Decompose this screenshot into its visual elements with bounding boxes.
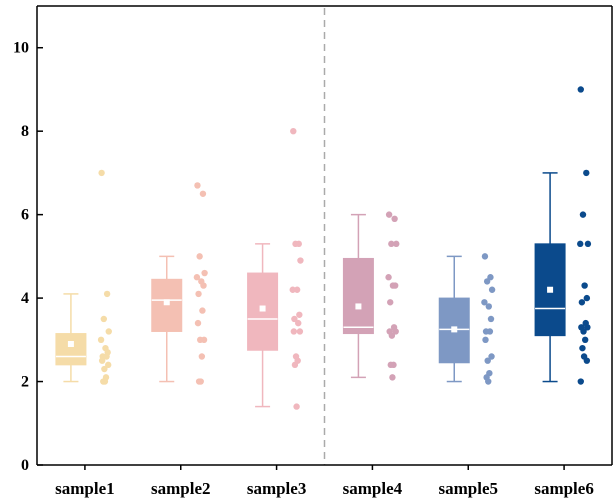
data-point <box>97 336 105 344</box>
data-point <box>200 282 207 289</box>
data-point <box>391 215 398 223</box>
data-point <box>584 324 591 331</box>
data-point <box>579 211 587 218</box>
y-tick-label: 6 <box>21 207 29 224</box>
data-point <box>583 294 591 302</box>
data-point <box>483 278 491 285</box>
y-tick-label: 10 <box>13 40 29 57</box>
data-point <box>583 169 590 177</box>
box-iqr <box>151 278 183 332</box>
data-point <box>295 319 302 327</box>
y-tick-label: 8 <box>21 123 29 140</box>
data-point <box>296 328 304 335</box>
data-point <box>98 169 105 177</box>
data-point <box>291 361 299 369</box>
data-point <box>100 315 108 323</box>
data-point <box>577 86 584 93</box>
data-point <box>577 240 584 248</box>
y-tick-label: 0 <box>21 457 29 474</box>
data-point <box>103 290 111 298</box>
data-point <box>293 286 301 293</box>
data-point <box>196 253 203 260</box>
data-point <box>391 282 399 289</box>
data-point <box>296 311 303 318</box>
mean-marker <box>259 305 266 312</box>
box-iqr <box>247 272 279 351</box>
box-iqr <box>342 257 374 335</box>
data-point <box>195 290 202 298</box>
data-point <box>583 357 591 364</box>
data-point <box>579 344 586 352</box>
data-point <box>198 353 206 360</box>
data-point <box>393 240 400 248</box>
series-sample1 <box>55 169 112 385</box>
mean-marker <box>355 303 362 310</box>
data-point <box>484 357 491 364</box>
data-point <box>482 336 489 344</box>
box-iqr <box>55 333 87 366</box>
data-point <box>577 378 584 385</box>
data-point <box>101 378 109 385</box>
mean-marker <box>163 299 170 306</box>
y-tick-label: 2 <box>21 374 29 391</box>
series-sample6 <box>534 86 592 385</box>
x-tick-label: sample4 <box>343 479 403 498</box>
data-point <box>105 361 112 369</box>
data-point <box>488 286 496 293</box>
series-sample4 <box>342 211 400 381</box>
data-point <box>487 315 495 323</box>
series-sample5 <box>438 253 496 385</box>
data-point <box>290 328 298 335</box>
y-tick-label: 4 <box>21 290 29 307</box>
series-sample3 <box>247 127 304 410</box>
data-point <box>201 269 208 277</box>
data-point <box>297 257 304 264</box>
mean-marker <box>67 340 74 347</box>
data-point <box>578 299 586 306</box>
data-point <box>584 240 592 248</box>
data-point <box>293 403 300 410</box>
mean-marker <box>547 286 554 293</box>
x-tick-label: sample3 <box>247 479 307 498</box>
x-tick-label: sample1 <box>55 479 115 498</box>
data-point <box>388 240 395 248</box>
data-point <box>486 328 494 335</box>
data-point <box>292 240 299 248</box>
data-point <box>197 378 204 385</box>
data-point <box>101 365 108 373</box>
data-point <box>103 353 110 360</box>
data-point <box>388 332 396 339</box>
x-tick-label: sample2 <box>151 479 211 498</box>
data-point <box>387 299 394 306</box>
data-point <box>581 282 588 289</box>
data-point <box>485 303 492 310</box>
data-point <box>291 315 298 323</box>
data-point <box>389 374 396 381</box>
data-point <box>488 353 495 360</box>
series-sample2 <box>151 182 208 385</box>
data-point <box>481 299 488 306</box>
data-point <box>392 328 399 335</box>
x-tick-label: sample5 <box>439 479 499 498</box>
data-point <box>485 378 492 385</box>
data-point <box>385 211 393 218</box>
data-point <box>199 190 207 197</box>
data-point <box>105 328 112 335</box>
mean-marker <box>451 326 458 333</box>
data-point <box>387 361 394 369</box>
data-point <box>290 127 297 135</box>
data-point <box>199 307 206 314</box>
data-point <box>194 182 201 189</box>
data-point <box>194 319 202 327</box>
data-point <box>385 274 392 281</box>
x-tick-label: sample6 <box>534 479 594 498</box>
data-point <box>581 336 589 344</box>
data-point <box>193 274 201 281</box>
data-point <box>98 357 106 364</box>
data-point <box>481 253 489 260</box>
data-point <box>197 336 204 344</box>
data-point <box>580 328 587 335</box>
data-point <box>289 286 296 293</box>
